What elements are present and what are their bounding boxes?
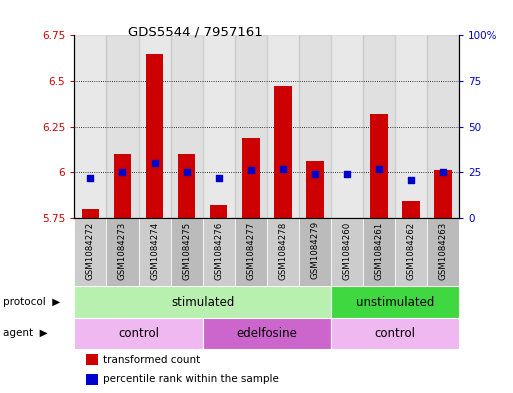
Point: [150, 160, 159, 166]
Text: GSM1084261: GSM1084261: [374, 221, 384, 279]
Text: GSM1084260: GSM1084260: [342, 221, 351, 279]
Bar: [427, 35, 459, 218]
Point: [214, 174, 223, 181]
Text: GSM1084279: GSM1084279: [310, 221, 320, 279]
Point: [439, 169, 447, 175]
Bar: [299, 218, 331, 286]
Bar: [274, 86, 291, 218]
Text: GSM1084276: GSM1084276: [214, 221, 223, 279]
Bar: [331, 218, 363, 286]
Bar: [267, 218, 299, 286]
Bar: [363, 35, 395, 218]
Bar: [106, 218, 139, 286]
Bar: [178, 154, 195, 218]
Bar: [242, 138, 260, 218]
Point: [343, 171, 351, 177]
Text: control: control: [118, 327, 159, 340]
Text: GDS5544 / 7957161: GDS5544 / 7957161: [128, 26, 262, 39]
Text: stimulated: stimulated: [171, 296, 234, 309]
Bar: [210, 205, 227, 218]
Bar: [203, 35, 234, 218]
Bar: [267, 35, 299, 218]
Text: edelfosine: edelfosine: [236, 327, 297, 340]
Text: GSM1084273: GSM1084273: [118, 221, 127, 279]
Bar: [74, 286, 331, 318]
Point: [247, 167, 255, 174]
Point: [183, 169, 191, 175]
Bar: [402, 202, 420, 218]
Bar: [106, 35, 139, 218]
Point: [86, 174, 94, 181]
Bar: [370, 114, 388, 218]
Bar: [203, 318, 331, 349]
Bar: [435, 171, 452, 218]
Text: GSM1084272: GSM1084272: [86, 221, 95, 279]
Bar: [74, 35, 106, 218]
Text: GSM1084275: GSM1084275: [182, 221, 191, 279]
Text: protocol  ▶: protocol ▶: [3, 297, 60, 307]
Bar: [299, 35, 331, 218]
Bar: [74, 218, 106, 286]
Text: agent  ▶: agent ▶: [3, 329, 47, 338]
Text: transformed count: transformed count: [103, 354, 201, 365]
Bar: [82, 209, 99, 218]
Text: GSM1084277: GSM1084277: [246, 221, 255, 279]
Bar: [139, 218, 170, 286]
Point: [311, 171, 319, 177]
Bar: [170, 218, 203, 286]
Text: GSM1084263: GSM1084263: [439, 221, 448, 279]
Bar: [170, 35, 203, 218]
Bar: [395, 218, 427, 286]
Text: control: control: [374, 327, 416, 340]
Bar: [306, 162, 324, 218]
Bar: [234, 218, 267, 286]
Text: percentile rank within the sample: percentile rank within the sample: [103, 375, 279, 384]
Bar: [203, 218, 234, 286]
Bar: [331, 286, 459, 318]
Bar: [363, 218, 395, 286]
Point: [407, 176, 415, 183]
Text: GSM1084274: GSM1084274: [150, 221, 159, 279]
Bar: [74, 318, 203, 349]
Bar: [395, 35, 427, 218]
Bar: [234, 35, 267, 218]
Point: [119, 169, 127, 175]
Text: unstimulated: unstimulated: [356, 296, 434, 309]
Bar: [331, 318, 459, 349]
Point: [375, 165, 383, 172]
Text: GSM1084278: GSM1084278: [278, 221, 287, 279]
Bar: [146, 53, 163, 218]
Bar: [139, 35, 170, 218]
Text: GSM1084262: GSM1084262: [406, 221, 416, 279]
Bar: [427, 218, 459, 286]
Bar: [331, 35, 363, 218]
Bar: [86, 354, 98, 365]
Bar: [86, 374, 98, 385]
Bar: [114, 154, 131, 218]
Point: [279, 165, 287, 172]
